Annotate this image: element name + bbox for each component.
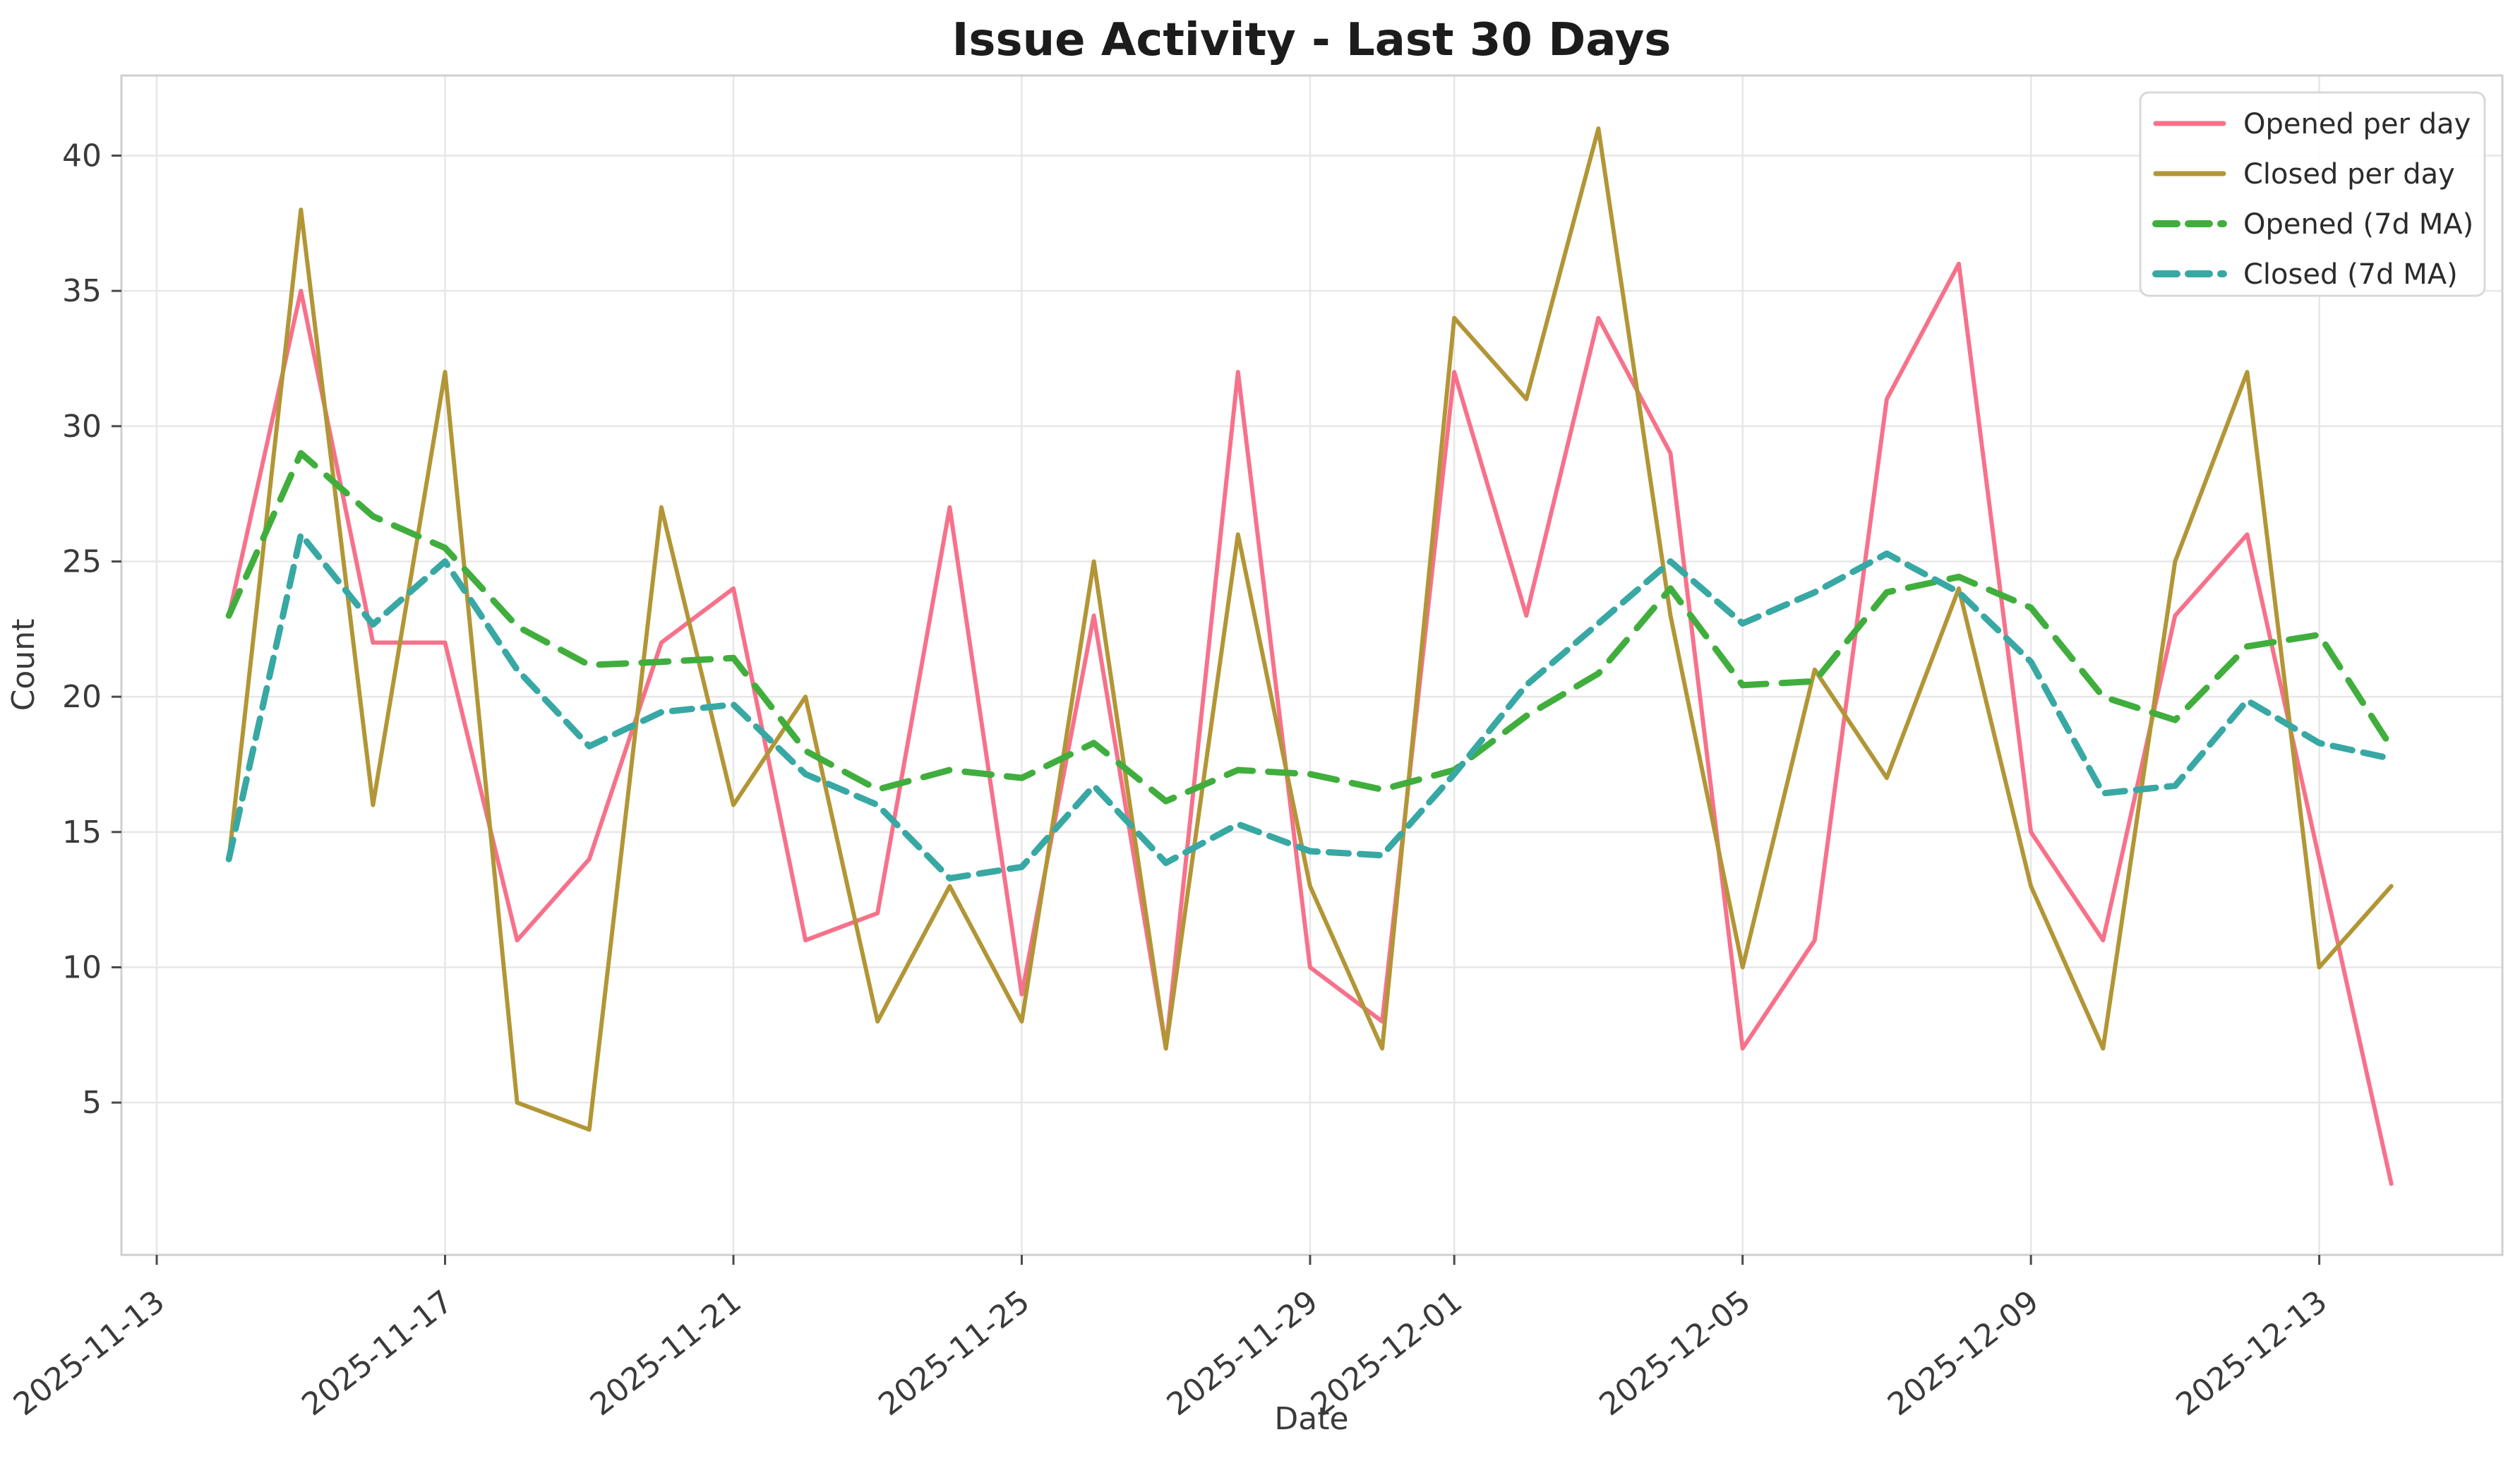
series-line-3 xyxy=(225,531,2395,882)
legend: Opened per day Closed per day Opened (7d M… xyxy=(2139,91,2486,297)
y-tick-label: 20 xyxy=(62,679,102,715)
legend-label-3: Closed (7d MA) xyxy=(2243,258,2458,291)
y-tick-label: 30 xyxy=(62,409,102,445)
legend-label-1: Closed per day xyxy=(2243,158,2455,191)
tick-marks xyxy=(112,154,2321,1265)
x-tick-label: 2025-11-13 xyxy=(7,1283,172,1423)
y-tick-label: 10 xyxy=(62,950,102,986)
x-tick-label: 2025-12-13 xyxy=(2169,1283,2334,1423)
legend-label-2: Opened (7d MA) xyxy=(2243,208,2473,241)
legend-label-0: Opened per day xyxy=(2243,108,2471,140)
grid-layer xyxy=(121,76,2502,1255)
plot-border xyxy=(120,74,2504,1256)
series-lines xyxy=(225,126,2395,1186)
series-line-2 xyxy=(225,450,2395,805)
plot-frame xyxy=(120,74,2504,1256)
y-tick-label: 35 xyxy=(62,273,102,309)
y-tick-label: 40 xyxy=(62,138,102,174)
x-tick-label: 2025-11-25 xyxy=(872,1283,1036,1423)
x-tick-label: 2025-12-05 xyxy=(1593,1283,1758,1423)
y-tick-label: 5 xyxy=(82,1085,102,1121)
y-tick-label: 25 xyxy=(62,543,102,579)
x-axis-label: Date xyxy=(1274,1401,1348,1437)
y-axis-label: Count xyxy=(6,619,42,711)
y-tick-label: 15 xyxy=(62,814,102,850)
x-tick-label: 2025-11-17 xyxy=(295,1283,460,1423)
chart-title: Issue Activity - Last 30 Days xyxy=(952,14,1672,66)
series-line-1 xyxy=(227,126,2394,1132)
tick-labels: 5 10 15 20 25 30 35 40 2025-11-13 2025-11-17 2025-… xyxy=(7,138,2334,1423)
x-tick-label: 2025-11-21 xyxy=(584,1283,748,1423)
x-tick-label: 2025-12-09 xyxy=(1881,1283,2046,1423)
series-line-0 xyxy=(227,261,2394,1186)
legend-frame xyxy=(2139,91,2486,297)
